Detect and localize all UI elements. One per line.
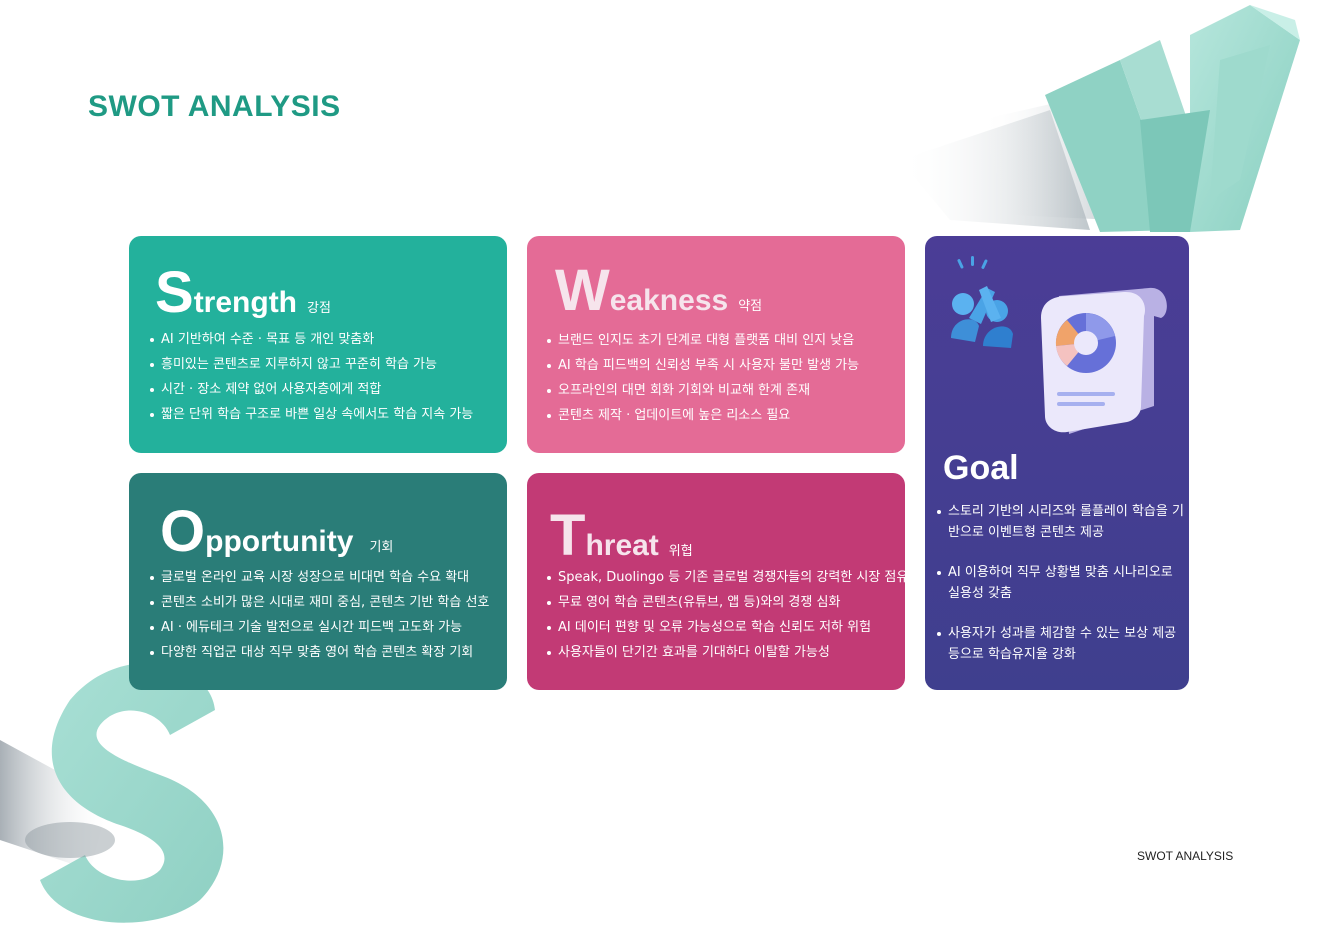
- threat-initial: T: [550, 503, 586, 568]
- weakness-heading: W eakness 약점: [555, 262, 762, 320]
- threat-card: T hreat 위협 Speak, Duolingo 등 기존 글로벌 경쟁자들…: [527, 473, 920, 690]
- list-item: 브랜드 인지도 초기 단계로 대형 플랫폼 대비 인지 낮음: [547, 328, 859, 353]
- weakness-title-rest: eakness: [609, 284, 729, 317]
- goal-card: Goal 스토리 기반의 시리즈와 롤플레이 학습을 기반으로 이벤트형 콘텐츠…: [925, 236, 1189, 690]
- strength-list: AI 기반하여 수준 · 목표 등 개인 맞춤화 흥미있는 콘텐츠로 지루하지 …: [150, 327, 473, 427]
- opportunity-initial: O: [160, 499, 206, 564]
- list-item: 다양한 직업군 대상 직무 맞춤 영어 학습 콘텐츠 확장 기회: [150, 640, 489, 665]
- list-item: AI 이용하여 직무 상황별 맞춤 시나리오로 실용성 갖춤: [937, 562, 1185, 604]
- strength-card: S trength 강점 AI 기반하여 수준 · 목표 등 개인 맞춤화 흥미…: [129, 236, 507, 453]
- list-item: 글로벌 온라인 교육 시장 성장으로 비대면 학습 수요 확대: [150, 565, 489, 590]
- strength-heading: S trength 강점: [155, 264, 331, 322]
- report-pie-chart-icon: [1041, 287, 1167, 434]
- opportunity-card: O pportunity 기회 글로벌 온라인 교육 시장 성장으로 비대면 학…: [129, 473, 507, 690]
- list-item: AI 기반하여 수준 · 목표 등 개인 맞춤화: [150, 327, 473, 352]
- threat-heading: T hreat 위협: [550, 507, 693, 565]
- list-item: 사용자가 성과를 체감할 수 있는 보상 제공 등으로 학습유지율 강화: [937, 623, 1185, 665]
- weakness-korean-label: 약점: [738, 299, 763, 314]
- weakness-list: 브랜드 인지도 초기 단계로 대형 플랫폼 대비 인지 낮음 AI 학습 피드백…: [547, 328, 859, 428]
- list-item: 오프라인의 대면 회화 기회와 비교해 한계 존재: [547, 378, 859, 403]
- weakness-initial: W: [555, 258, 610, 323]
- goal-list: 스토리 기반의 시리즈와 롤플레이 학습을 기반으로 이벤트형 콘텐츠 제공 A…: [937, 501, 1185, 684]
- threat-korean-label: 위협: [668, 544, 693, 559]
- opportunity-list: 글로벌 온라인 교육 시장 성장으로 비대면 학습 수요 확대 콘텐츠 소비가 …: [150, 565, 489, 665]
- decorative-letter-w-graphic: [900, 5, 1300, 232]
- list-item: 짧은 단위 학습 구조로 바쁜 일상 속에서도 학습 지속 가능: [150, 402, 473, 427]
- list-item: 시간 · 장소 제약 없어 사용자층에게 적합: [150, 377, 473, 402]
- high-five-icon: [951, 256, 1013, 348]
- opportunity-korean-label: 기회: [369, 540, 394, 555]
- strength-title-rest: trength: [193, 286, 298, 319]
- footer-label: SWOT ANALYSIS: [1137, 849, 1234, 863]
- list-item: Speak, Duolingo 등 기존 글로벌 경쟁자들의 강력한 시장 점유…: [547, 565, 920, 590]
- page-title: SWOT ANALYSIS: [88, 90, 341, 123]
- list-item: AI · 에듀테크 기술 발전으로 실시간 피드백 고도화 가능: [150, 615, 489, 640]
- strength-korean-label: 강점: [307, 301, 331, 316]
- goal-illustration: [951, 256, 1167, 434]
- list-item: AI 학습 피드백의 신뢰성 부족 시 사용자 불만 발생 가능: [547, 353, 859, 378]
- list-item: 사용자들이 단기간 효과를 기대하다 이탈할 가능성: [547, 640, 920, 665]
- list-item: 스토리 기반의 시리즈와 롤플레이 학습을 기반으로 이벤트형 콘텐츠 제공: [937, 501, 1185, 543]
- list-item: AI 데이터 편향 및 오류 가능성으로 학습 신뢰도 저하 위험: [547, 615, 920, 640]
- weakness-card: W eakness 약점 브랜드 인지도 초기 단계로 대형 플랫폼 대비 인지…: [527, 236, 905, 453]
- list-item: 무료 영어 학습 콘텐츠(유튜브, 앱 등)와의 경쟁 심화: [547, 590, 920, 615]
- opportunity-title-rest: pportunity: [205, 525, 354, 558]
- threat-title-rest: hreat: [585, 529, 659, 562]
- list-item: 콘텐츠 제작 · 업데이트에 높은 리소스 필요: [547, 403, 859, 428]
- opportunity-heading: O pportunity 기회: [160, 503, 393, 561]
- goal-title: Goal: [943, 449, 1019, 487]
- list-item: 콘텐츠 소비가 많은 시대로 재미 중심, 콘텐츠 기반 학습 선호: [150, 590, 489, 615]
- list-item: 흥미있는 콘텐츠로 지루하지 않고 꾸준히 학습 가능: [150, 352, 473, 377]
- threat-list: Speak, Duolingo 등 기존 글로벌 경쟁자들의 강력한 시장 점유…: [547, 565, 920, 665]
- strength-initial: S: [155, 260, 194, 325]
